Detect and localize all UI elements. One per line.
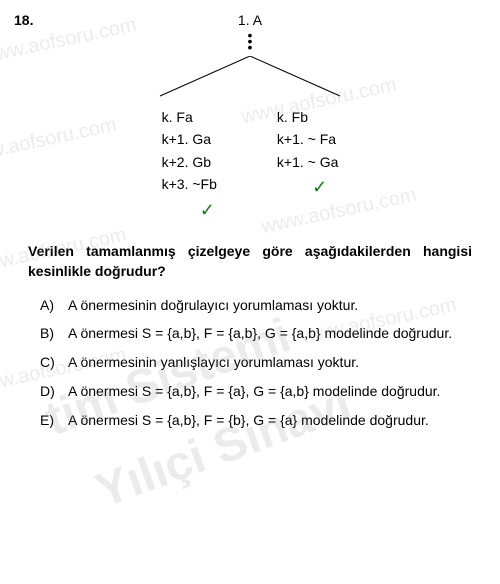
option-text: A önermesi S = {a,b}, F = {b}, G = {a} m… [68,411,480,430]
ellipsis-dots: ••• [20,32,480,50]
option-b[interactable]: B) A önermesi S = {a,b}, F = {a,b}, G = … [40,324,480,343]
option-letter: B) [40,324,68,343]
branch-row: k+1. ~ Fa [277,128,338,150]
option-d[interactable]: D) A önermesi S = {a,b}, F = {a}, G = {a… [40,382,480,401]
option-text: A önermesi S = {a,b}, F = {a}, G = {a,b}… [68,382,480,401]
question-text: Verilen tamamlanmış çizelgeye göre aşağı… [28,242,472,281]
option-a[interactable]: A) A önermesinin doğrulayıcı yorumlaması… [40,296,480,315]
branch-row: k+1. Ga [162,128,217,150]
option-e[interactable]: E) A önermesi S = {a,b}, F = {b}, G = {a… [40,411,480,430]
branch-row: k+1. ~ Ga [277,151,338,173]
option-letter: E) [40,411,68,430]
option-letter: C) [40,353,68,372]
branch-row: k+3. ~Fb [162,173,217,195]
checkmark-icon: ✓ [162,196,217,225]
right-branch-line [250,56,340,96]
option-c[interactable]: C) A önermesinin yanlışlayıcı yorumlamas… [40,353,480,372]
left-branch-line [160,56,250,96]
branch-row: k+2. Gb [162,151,217,173]
branch-row: k. Fa [162,106,217,128]
left-branch: k. Fa k+1. Ga k+2. Gb k+3. ~Fb ✓ [162,106,217,224]
right-branch: k. Fb k+1. ~ Fa k+1. ~ Ga ✓ [277,106,338,224]
option-letter: A) [40,296,68,315]
premise-line: 1. A [20,12,480,28]
option-text: A önermesi S = {a,b}, F = {a,b}, G = {a,… [68,324,480,343]
question-number: 18. [14,12,33,28]
tree-branches-svg [150,56,350,98]
option-text: A önermesinin yanlışlayıcı yorumlaması y… [68,353,480,372]
options-list: A) A önermesinin doğrulayıcı yorumlaması… [20,296,480,430]
option-letter: D) [40,382,68,401]
branch-row: k. Fb [277,106,338,128]
checkmark-icon: ✓ [277,173,338,202]
branch-container: k. Fa k+1. Ga k+2. Gb k+3. ~Fb ✓ k. Fb k… [20,106,480,224]
option-text: A önermesinin doğrulayıcı yorumlaması yo… [68,296,480,315]
